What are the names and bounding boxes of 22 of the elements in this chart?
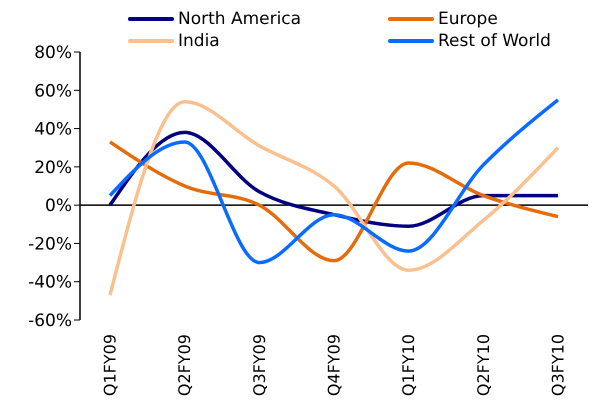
x-tick-label: Q4FY09 [324,334,344,396]
y-tick-label: 80% [34,43,72,64]
x-tick-label: Q3FY10 [548,334,568,396]
line-series [108,140,560,262]
line-series [108,98,560,264]
y-tick-label: 40% [34,120,72,140]
legend-label: Europe [438,9,498,29]
x-tick-label: Q2FY10 [474,334,493,396]
x-tick-label: Q1FY10 [399,334,418,396]
x-tick-label: Q1FY09 [100,334,120,396]
y-tick-label: -60% [28,311,72,332]
line-series [108,100,560,297]
legend-label: India [178,31,220,51]
legend-label: Rest of World [438,31,551,51]
y-tick-label: 0% [45,196,72,216]
y-tick-label: 20% [34,158,72,178]
y-tick-label: 60% [34,81,72,102]
y-tick-label: -20% [28,234,72,254]
x-tick-label: Q2FY09 [175,334,194,396]
legend-label: North America [178,9,302,29]
x-tick-label: Q3FY09 [250,334,269,396]
y-tick-label: -40% [28,272,72,293]
